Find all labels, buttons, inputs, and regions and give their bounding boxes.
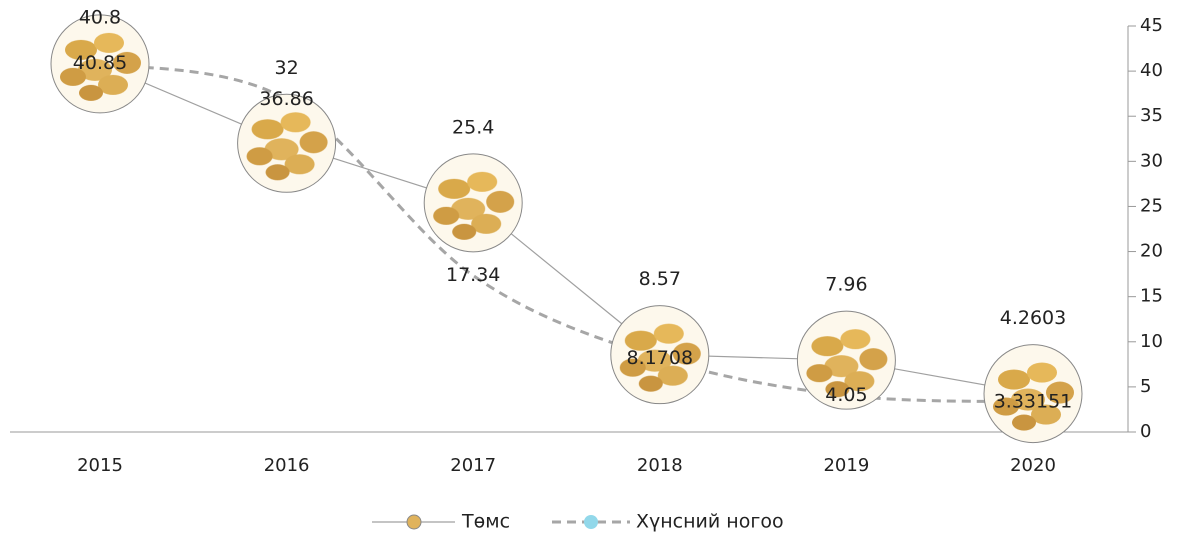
data-label: 40.85 <box>73 52 127 74</box>
y-tick-label: 15 <box>1140 286 1163 307</box>
y-tick-label: 5 <box>1140 376 1151 397</box>
data-label: 25.4 <box>452 116 494 138</box>
y-tick-label: 30 <box>1140 150 1163 171</box>
x-tick-label: 2019 <box>823 455 869 476</box>
data-label: 17.34 <box>446 264 500 286</box>
y-tick-label: 10 <box>1140 331 1163 352</box>
potato-marker <box>237 93 337 193</box>
legend-label: Төмс <box>461 511 510 533</box>
data-label: 32 <box>275 57 299 79</box>
x-tick-label: 2018 <box>637 455 683 476</box>
legend-label: Хүнсний ногоо <box>636 511 784 533</box>
legend-marker <box>406 514 422 530</box>
y-tick-label: 0 <box>1140 421 1151 442</box>
data-label: 7.96 <box>825 274 867 296</box>
data-label: 40.8 <box>79 7 121 29</box>
potato-marker <box>983 344 1083 444</box>
potato-marker <box>50 14 150 114</box>
x-tick-label: 2020 <box>1010 455 1056 476</box>
data-label: 4.2603 <box>1000 307 1066 329</box>
y-tick-label: 20 <box>1140 241 1163 262</box>
potato-marker <box>610 305 710 405</box>
data-label: 8.1708 <box>627 347 693 369</box>
legend-marker <box>584 515 598 529</box>
y-tick-label: 45 <box>1140 15 1163 36</box>
y-tick-label: 25 <box>1140 195 1163 216</box>
y-tick-label: 40 <box>1140 60 1163 81</box>
potato-marker <box>796 310 896 410</box>
data-label: 8.57 <box>639 268 681 290</box>
legend: Төмс Хүнсний ногоо <box>372 511 784 533</box>
data-label: 3.33151 <box>994 390 1073 412</box>
y-tick-label: 35 <box>1140 105 1163 126</box>
x-tick-label: 2016 <box>264 455 310 476</box>
x-tick-label: 2017 <box>450 455 496 476</box>
data-label: 36.86 <box>259 88 313 110</box>
potato-marker <box>423 153 523 253</box>
data-label: 4.05 <box>825 384 867 406</box>
x-tick-label: 2015 <box>77 455 123 476</box>
